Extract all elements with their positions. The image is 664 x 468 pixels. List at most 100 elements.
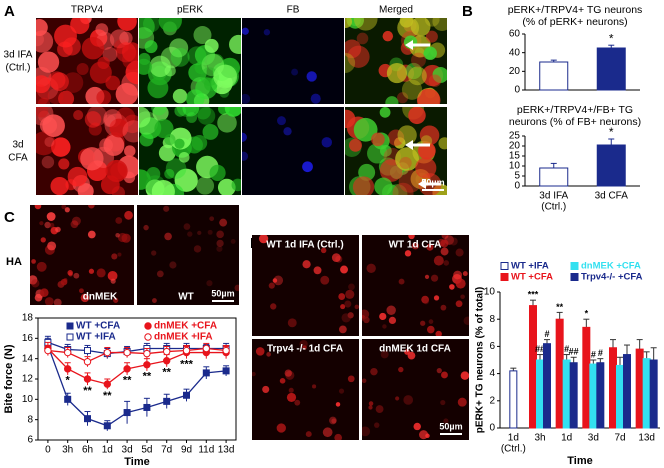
- cell: [197, 230, 202, 236]
- legend-swatch: [500, 262, 509, 270]
- bar: [649, 359, 658, 429]
- cell: [44, 221, 51, 229]
- x-tick-label: 1d: [508, 433, 519, 444]
- cell: [385, 96, 399, 104]
- cell: [36, 131, 56, 156]
- cells: [30, 205, 133, 305]
- annotation: #: [564, 344, 569, 354]
- cell: [36, 30, 54, 53]
- cell: [209, 164, 226, 181]
- cell: [440, 239, 449, 248]
- cell: [60, 278, 68, 286]
- cell: [380, 350, 389, 359]
- micrograph: [252, 235, 359, 336]
- marker: [83, 358, 92, 366]
- cell: [404, 349, 410, 355]
- x-tick-label: (Ctrl.): [541, 202, 566, 213]
- cell: [403, 395, 414, 405]
- cell: [408, 235, 415, 240]
- legend-swatch: [570, 262, 579, 270]
- y-axis-label: pERK+ TG neurons (% of total): [475, 287, 486, 433]
- x-tick-label: 7d: [614, 433, 625, 444]
- bar: [609, 347, 617, 429]
- cell: [441, 235, 449, 240]
- cell: [340, 304, 346, 310]
- cell: [428, 74, 442, 87]
- legend-marker: [66, 333, 74, 341]
- cell: [124, 210, 133, 220]
- y-tick-label: 40: [509, 47, 521, 58]
- cell: [73, 272, 80, 279]
- image-label: Trpv4 -/- 1d CFA: [267, 344, 343, 355]
- x-tick-label: 7d: [161, 445, 172, 456]
- y-tick-label: 18: [22, 313, 34, 324]
- cell: [36, 107, 49, 118]
- cell: [354, 304, 359, 310]
- panel-label: A: [4, 3, 15, 20]
- micrograph: [252, 339, 359, 440]
- annotation: ##: [569, 347, 579, 357]
- cell: [49, 222, 55, 228]
- micrograph: [242, 18, 344, 104]
- annotation: *: [585, 309, 589, 319]
- scale-label: 50µm: [439, 421, 462, 431]
- bar: [635, 348, 644, 429]
- marker: [123, 409, 131, 417]
- marker: [64, 395, 72, 403]
- cell: [443, 418, 449, 424]
- cell: [117, 18, 137, 31]
- column-header: pERK: [177, 5, 203, 16]
- cell: [47, 71, 66, 89]
- cell: [156, 270, 164, 278]
- cell: [386, 62, 408, 84]
- cell: [147, 77, 169, 99]
- cell: [397, 125, 417, 145]
- cell: [41, 155, 55, 169]
- image-label: WT 1d IFA (Ctrl.): [266, 240, 343, 251]
- cell: [353, 117, 378, 142]
- cell: [230, 238, 236, 244]
- cell: [46, 212, 56, 221]
- cell: [84, 111, 102, 128]
- y-tick-label: 60: [509, 29, 521, 40]
- cell: [423, 49, 434, 60]
- marker: [44, 346, 52, 355]
- cell: [110, 162, 127, 180]
- y-tick-label: 10: [509, 161, 521, 172]
- cell: [31, 279, 40, 288]
- marker: [64, 365, 72, 373]
- legend-marker: [144, 322, 152, 330]
- scale-label: 50µm: [421, 177, 444, 187]
- cell: [441, 371, 448, 379]
- y-tick-label: 16: [22, 333, 34, 344]
- arrow-head: [405, 40, 413, 50]
- bar: [536, 359, 544, 429]
- cell: [320, 275, 330, 285]
- cell: [202, 124, 219, 140]
- marker: [84, 347, 91, 355]
- cell: [53, 298, 62, 305]
- y-tick-label: 8: [489, 314, 495, 325]
- micrograph-bg: [362, 339, 469, 440]
- cell: [169, 261, 177, 269]
- legend-label: WT +IFA: [76, 332, 116, 343]
- cell: [411, 52, 426, 68]
- y-tick-label: 12: [22, 374, 34, 385]
- marker: [163, 357, 171, 365]
- cell: [122, 49, 138, 70]
- cells: [258, 235, 359, 334]
- cell: [375, 405, 384, 413]
- x-tick-label: 3d: [122, 445, 133, 456]
- marker: [143, 403, 151, 411]
- series-line: [47, 347, 227, 363]
- cell: [408, 107, 426, 125]
- cell: [374, 422, 380, 428]
- cell: [213, 64, 238, 89]
- cell: [421, 295, 429, 304]
- cell: [263, 29, 271, 36]
- cell: [231, 178, 241, 192]
- image-label: dnMEK: [83, 292, 118, 303]
- marker: [103, 422, 111, 430]
- cell: [122, 42, 138, 62]
- cell: [172, 88, 188, 104]
